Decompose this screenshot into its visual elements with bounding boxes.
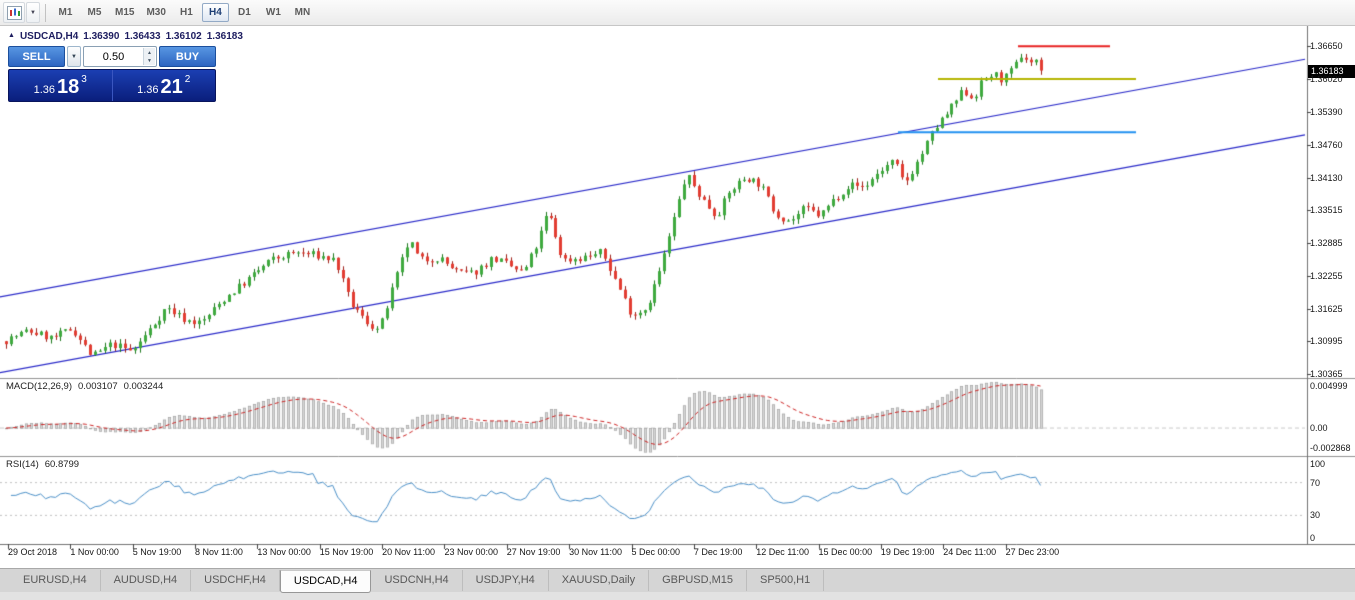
candlestick-chart-icon: [6, 5, 22, 20]
chevron-down-icon: ▼: [30, 9, 36, 16]
volume-increase-button[interactable]: ▲: [147, 49, 152, 56]
bid-ask-divider: [111, 70, 113, 101]
timeframe-button-w1[interactable]: W1: [260, 3, 287, 22]
time-axis-label: 24 Dec 11:00: [943, 547, 997, 557]
time-axis-label: 13 Nov 00:00: [257, 547, 311, 557]
chart-type-button[interactable]: [3, 2, 25, 23]
timeframe-button-m5[interactable]: M5: [81, 3, 108, 22]
chart-tab-usdcnh-h4[interactable]: USDCNH,H4: [371, 570, 463, 591]
time-axis-label: 12 Dec 11:00: [756, 547, 810, 557]
rsi-axis-label: 30: [1310, 510, 1321, 521]
chart-type-dropdown[interactable]: ▼: [26, 2, 40, 23]
time-axis-label: 19 Dec 19:00: [880, 547, 935, 557]
price-chart-canvas[interactable]: [0, 26, 1355, 568]
time-axis-label: 23 Nov 00:00: [444, 547, 498, 557]
one-click-trading-widget: SELL ▼ ▲ ▼ BUY 1.36 18 3 1.36 21: [8, 46, 216, 102]
chevron-down-icon: ▼: [71, 53, 77, 60]
price-axis-label: 1.30365: [1310, 369, 1343, 380]
current-price-badge: 1.36183: [1308, 64, 1355, 78]
time-axis-label: 5 Nov 19:00: [132, 547, 182, 557]
time-axis-label: 20 Nov 11:00: [382, 547, 435, 557]
macd-axis-max-label: 0.004999: [1310, 381, 1348, 391]
volume-spinner: ▲ ▼: [143, 48, 155, 65]
macd-axis-min-label: -0.002868: [1310, 443, 1351, 453]
chart-tab-audusd-h4[interactable]: AUDUSD,H4: [101, 570, 192, 591]
bid-price[interactable]: 1.36 18 3: [9, 70, 112, 101]
price-axis-label: 1.32255: [1310, 270, 1343, 281]
rsi-axis-label: 70: [1310, 477, 1321, 488]
order-options-dropdown[interactable]: ▼: [67, 46, 81, 67]
price-axis-label: 1.31625: [1310, 303, 1343, 314]
volume-input[interactable]: [84, 47, 156, 67]
rsi-axis-label: 100: [1310, 459, 1326, 469]
chart-tab-xauusd-daily[interactable]: XAUUSD,Daily: [549, 570, 650, 591]
macd-axis-zero-label: 0.00: [1310, 423, 1328, 434]
ask-prefix: 1.36: [137, 84, 159, 96]
timeframe-button-mn[interactable]: MN: [289, 3, 316, 22]
time-axis-label: 15 Nov 19:00: [319, 547, 374, 557]
toolbar-separator: [45, 3, 46, 22]
time-axis-label: 5 Dec 00:00: [631, 547, 681, 557]
time-axis-label: 27 Dec 23:00: [1005, 547, 1060, 557]
top-toolbar: ▼ M1 M5 M15 M30 H1 H4 D1 W1 MN: [0, 0, 1355, 26]
timeframe-button-m1[interactable]: M1: [52, 3, 79, 22]
time-axis-label: 8 Nov 11:00: [195, 547, 243, 557]
timeframe-button-h4[interactable]: H4: [201, 3, 229, 22]
price-axis-label: 1.34130: [1310, 172, 1343, 183]
timeframe-button-group: M1 M5 M15 M30 H1 H4 D1 W1 MN: [52, 3, 316, 22]
price-axis-label: 1.36020: [1310, 74, 1343, 85]
buy-button[interactable]: BUY: [159, 46, 216, 67]
time-axis-label: 15 Dec 00:00: [818, 547, 873, 557]
price-axis-label: 1.34760: [1310, 139, 1343, 150]
chart-window: ▲ USDCAD,H4 1.36390 1.36433 1.36102 1.36…: [0, 26, 1355, 568]
volume-decrease-button[interactable]: ▼: [147, 57, 152, 64]
price-axis-label: 1.36650: [1310, 41, 1343, 52]
chart-tabs-bar: EURUSD,H4 AUDUSD,H4 USDCHF,H4 USDCAD,H4 USDC…: [0, 568, 1355, 593]
chart-tab-sp500-h1[interactable]: SP500,H1: [747, 570, 825, 591]
time-axis-label: 7 Dec 19:00: [693, 547, 743, 557]
price-axis-label: 1.33515: [1310, 204, 1343, 215]
chart-tab-usdchf-h4[interactable]: USDCHF,H4: [191, 570, 280, 591]
price-axis-label: 1.35390: [1310, 106, 1343, 117]
ask-price[interactable]: 1.36 21 2: [113, 70, 216, 101]
bid-prefix: 1.36: [33, 84, 56, 96]
time-axis-label: 30 Nov 11:00: [569, 547, 623, 557]
chart-tab-usdcad-h4[interactable]: USDCAD,H4: [279, 570, 372, 593]
time-axis-label: 1 Nov 00:00: [70, 547, 119, 557]
chart-tab-usdjpy-h4[interactable]: USDJPY,H4: [463, 570, 549, 591]
timeframe-button-m30[interactable]: M30: [141, 3, 170, 22]
chart-tab-eurusd-h4[interactable]: EURUSD,H4: [10, 570, 101, 591]
timeframe-button-m15[interactable]: M15: [110, 3, 139, 22]
bid-pip-fraction: 3: [81, 74, 87, 85]
rsi-axis-label: 0: [1310, 533, 1316, 543]
bid-big-digits: 18: [57, 76, 80, 98]
price-axis-label: 1.30995: [1310, 336, 1343, 347]
ask-pip-fraction: 2: [184, 74, 191, 85]
sell-button[interactable]: SELL: [8, 46, 65, 67]
time-axis-label: 29 Oct 2018: [8, 547, 58, 557]
volume-field: ▲ ▼: [83, 46, 157, 67]
price-axis-label: 1.32885: [1310, 237, 1343, 248]
bid-ask-panel: 1.36 18 3 1.36 21 2: [8, 69, 216, 102]
footer-strip: [0, 592, 1355, 600]
timeframe-button-d1[interactable]: D1: [231, 3, 258, 22]
time-axis-label: 27 Nov 19:00: [506, 547, 561, 557]
timeframe-button-h1[interactable]: H1: [173, 3, 200, 22]
chart-tab-gbpusd-m15[interactable]: GBPUSD,M15: [649, 570, 748, 591]
ask-big-digits: 21: [160, 76, 183, 98]
